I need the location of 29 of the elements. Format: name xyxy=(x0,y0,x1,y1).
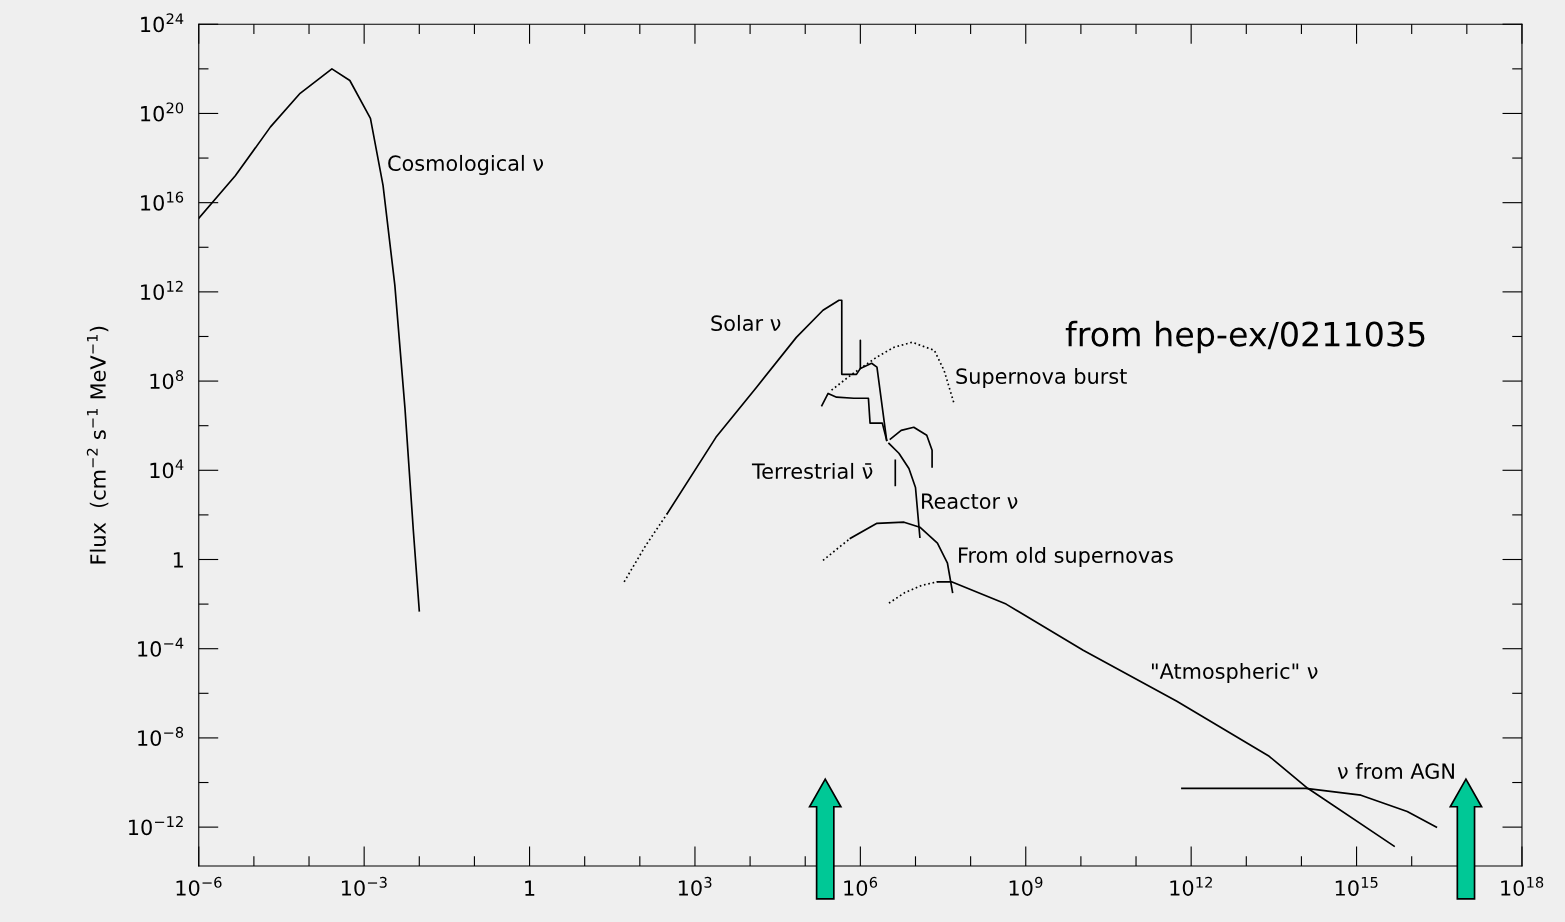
y-tick-label: 10$^{16}$ xyxy=(141,191,184,211)
x-tick-label: 10$^{12}$ xyxy=(1170,876,1212,896)
annotation: From old supernovas xyxy=(959,546,1173,568)
x-tick-label: 10$^{6}$ xyxy=(844,876,878,896)
annotation: Supernova burst xyxy=(956,367,1127,389)
y-tick-label: 10$^{4}$ xyxy=(150,459,184,479)
y-axis-title: Flux (cm$^{−2}$ s$^{−1}$ MeV$^{−1}$) xyxy=(86,326,109,564)
y-tick-label: 10$^{−4}$ xyxy=(138,637,184,657)
y-tick-label: 10$^{24}$ xyxy=(141,13,184,33)
x-tick-label: 10$^{9}$ xyxy=(1009,876,1043,896)
x-tick-label: 10$^{15}$ xyxy=(1335,877,1378,896)
annotation: Terrestrial ν̄ xyxy=(751,462,873,480)
y-tick-label: 10$^{12}$ xyxy=(141,280,183,300)
y-tick-label: 1 xyxy=(173,552,183,568)
y-tick-label: 10$^{20}$ xyxy=(141,102,184,122)
y-tick-label: 10$^{−8}$ xyxy=(138,726,184,746)
y-tick-label: 10$^{−12}$ xyxy=(129,816,183,836)
x-tick-label: 10$^{18}$ xyxy=(1501,876,1544,896)
annotation: from hep-ex/0211035 xyxy=(1065,320,1425,354)
annotation: Cosmological ν xyxy=(388,154,544,176)
x-tick-label: 10$^{−3}$ xyxy=(341,876,387,896)
x-tick-label: 10$^{3}$ xyxy=(678,876,712,896)
annotation: Reactor ν xyxy=(922,493,1018,510)
annotation: "Atmospheric" ν xyxy=(1152,662,1318,684)
annotation: ν from AGN xyxy=(1337,762,1454,780)
y-tick-label: 10$^{8}$ xyxy=(150,370,184,390)
annotation: Solar ν xyxy=(711,314,781,332)
x-tick-label: 1 xyxy=(525,880,535,896)
x-tick-label: 10$^{−6}$ xyxy=(176,876,222,896)
